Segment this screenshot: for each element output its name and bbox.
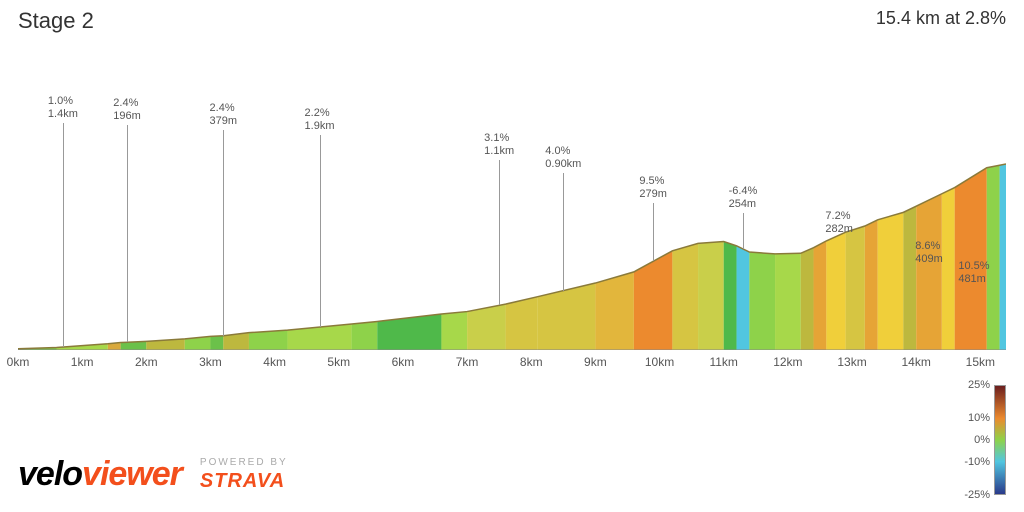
label-pointer <box>223 130 224 336</box>
x-tick: 14km <box>902 355 931 369</box>
stage-title: Stage 2 <box>18 8 94 34</box>
x-tick: 2km <box>135 355 158 369</box>
segment-grade: 7.2% <box>825 210 853 223</box>
segment-label: 1.0%1.4km <box>48 95 78 121</box>
segment-distance: 481m <box>958 273 989 286</box>
x-tick: 8km <box>520 355 543 369</box>
x-tick: 9km <box>584 355 607 369</box>
x-tick: 7km <box>456 355 479 369</box>
segment-grade: 4.0% <box>545 145 581 158</box>
x-tick: 0km <box>7 355 30 369</box>
segment-grade: 8.6% <box>915 240 943 253</box>
segment-grade: 2.2% <box>305 107 335 120</box>
segment-label: 7.2%282m <box>825 210 853 236</box>
segment-grade: 2.4% <box>210 102 238 115</box>
logo-block: veloviewer POWERED BY STRAVA <box>18 455 288 494</box>
segment-label: 2.2%1.9km <box>305 107 335 133</box>
segment-grade: 3.1% <box>484 132 514 145</box>
powered-by-label: POWERED BY <box>200 457 288 468</box>
stage-summary: 15.4 km at 2.8% <box>876 8 1006 29</box>
segment-label: 4.0%0.90km <box>545 145 581 171</box>
segment-distance: 279m <box>639 188 667 201</box>
strava-logo: STRAVA <box>200 470 288 493</box>
segment-distance: 282m <box>825 223 853 236</box>
segment-label: 9.5%279m <box>639 175 667 201</box>
segment-label: 2.4%379m <box>210 102 238 128</box>
logo-velo: velo <box>18 455 82 493</box>
logo-viewer: viewer <box>82 455 182 493</box>
x-tick: 10km <box>645 355 674 369</box>
label-pointer <box>653 203 654 261</box>
segment-label: 2.4%196m <box>113 97 141 123</box>
x-tick: 11km <box>709 355 737 369</box>
x-tick: 1km <box>71 355 94 369</box>
legend-label: 0% <box>974 434 990 446</box>
header: Stage 2 15.4 km at 2.8% <box>18 8 1006 34</box>
gradient-legend-bar <box>994 385 1006 495</box>
segment-grade: -6.4% <box>729 185 758 198</box>
segment-distance: 0.90km <box>545 158 581 171</box>
segment-distance: 1.1km <box>484 145 514 158</box>
segment-label: 10.5%481m <box>958 260 989 286</box>
segment-labels-layer: 1.0%1.4km2.4%196m2.4%379m2.2%1.9km3.1%1.… <box>18 40 1006 350</box>
segment-grade: 10.5% <box>958 260 989 273</box>
segment-distance: 1.4km <box>48 108 78 121</box>
x-tick: 13km <box>837 355 866 369</box>
veloviewer-logo: veloviewer <box>18 455 182 494</box>
x-tick: 15km <box>966 355 995 369</box>
x-tick: 12km <box>773 355 802 369</box>
legend-label: 25% <box>968 379 990 391</box>
segment-label: -6.4%254m <box>729 185 758 211</box>
segment-grade: 2.4% <box>113 97 141 110</box>
label-pointer <box>127 125 128 342</box>
label-pointer <box>499 160 500 305</box>
x-tick: 3km <box>199 355 222 369</box>
label-pointer <box>743 213 744 249</box>
powered-by-block: POWERED BY STRAVA <box>200 457 288 493</box>
segment-grade: 9.5% <box>639 175 667 188</box>
x-tick: 6km <box>392 355 415 369</box>
segment-distance: 1.9km <box>305 120 335 133</box>
segment-distance: 379m <box>210 115 238 128</box>
legend-label: -25% <box>964 489 990 501</box>
segment-grade: 1.0% <box>48 95 78 108</box>
segment-distance: 196m <box>113 110 141 123</box>
label-pointer <box>63 123 64 347</box>
elevation-chart: 1.0%1.4km2.4%196m2.4%379m2.2%1.9km3.1%1.… <box>18 40 1006 350</box>
x-tick: 5km <box>327 355 350 369</box>
segment-label: 3.1%1.1km <box>484 132 514 158</box>
label-pointer <box>563 173 564 291</box>
segment-label: 8.6%409m <box>915 240 943 266</box>
legend-label: -10% <box>964 456 990 468</box>
label-pointer <box>320 135 321 327</box>
segment-distance: 409m <box>915 253 943 266</box>
x-tick: 4km <box>263 355 286 369</box>
segment-distance: 254m <box>729 198 758 211</box>
legend-label: 10% <box>968 412 990 424</box>
